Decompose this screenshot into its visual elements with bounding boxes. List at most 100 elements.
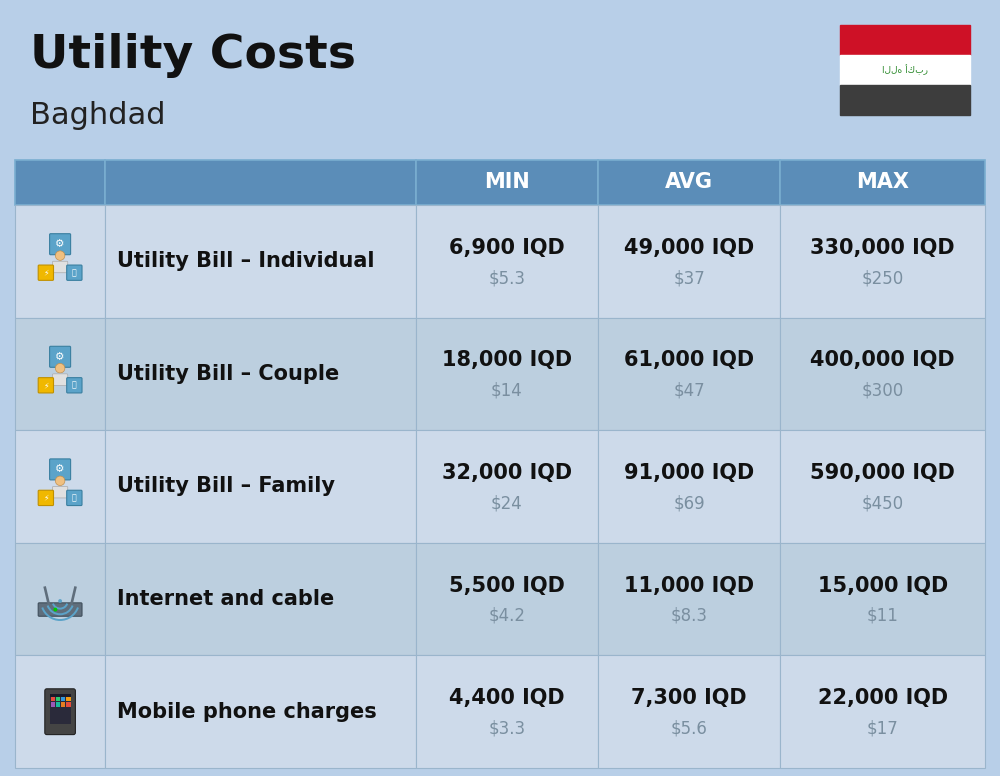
Text: 6,900 IQD: 6,900 IQD xyxy=(449,237,565,258)
Text: 💧: 💧 xyxy=(72,381,77,390)
Text: 91,000 IQD: 91,000 IQD xyxy=(624,463,754,483)
Text: 💧: 💧 xyxy=(72,494,77,502)
Text: $11: $11 xyxy=(867,607,899,625)
Bar xyxy=(56,702,60,707)
FancyBboxPatch shape xyxy=(52,374,68,386)
Text: 61,000 IQD: 61,000 IQD xyxy=(624,351,754,370)
Text: ⚡: ⚡ xyxy=(43,494,49,502)
Circle shape xyxy=(55,251,65,261)
Text: ⚡: ⚡ xyxy=(43,268,49,277)
Bar xyxy=(15,205,105,317)
Text: MIN: MIN xyxy=(484,172,530,192)
Text: Internet and cable: Internet and cable xyxy=(117,589,334,609)
Text: $300: $300 xyxy=(862,382,904,400)
Bar xyxy=(598,317,780,430)
Text: 32,000 IQD: 32,000 IQD xyxy=(442,463,572,483)
Bar xyxy=(51,697,55,702)
Bar xyxy=(416,656,598,768)
Text: $250: $250 xyxy=(862,269,904,287)
Bar xyxy=(780,317,985,430)
Bar xyxy=(51,702,55,707)
Text: 330,000 IQD: 330,000 IQD xyxy=(810,237,955,258)
FancyBboxPatch shape xyxy=(67,378,82,393)
Bar xyxy=(15,656,105,768)
Bar xyxy=(598,656,780,768)
Bar xyxy=(61,702,65,707)
Bar xyxy=(15,317,105,430)
Text: 15,000 IQD: 15,000 IQD xyxy=(818,576,948,596)
Text: Utility Bill – Family: Utility Bill – Family xyxy=(117,476,335,497)
Text: 4,400 IQD: 4,400 IQD xyxy=(449,688,565,708)
Bar xyxy=(15,430,105,542)
Text: AVG: AVG xyxy=(665,172,713,192)
Bar xyxy=(416,205,598,317)
Bar xyxy=(50,694,71,724)
Circle shape xyxy=(58,599,62,603)
Bar xyxy=(50,694,71,697)
Bar xyxy=(840,25,970,55)
Bar xyxy=(598,542,780,656)
Text: $3.3: $3.3 xyxy=(488,719,525,738)
FancyBboxPatch shape xyxy=(50,459,71,480)
Bar xyxy=(66,697,71,702)
Circle shape xyxy=(55,363,65,373)
Bar xyxy=(598,160,780,205)
Bar xyxy=(15,160,105,205)
Bar xyxy=(105,542,416,656)
Text: 49,000 IQD: 49,000 IQD xyxy=(624,237,754,258)
Text: $37: $37 xyxy=(673,269,705,287)
Text: $17: $17 xyxy=(867,719,899,738)
Text: ⚙: ⚙ xyxy=(55,352,65,362)
Text: $450: $450 xyxy=(862,494,904,512)
Bar xyxy=(598,430,780,542)
Text: 5,500 IQD: 5,500 IQD xyxy=(449,576,565,596)
Bar xyxy=(61,697,65,702)
Text: ⚙: ⚙ xyxy=(55,239,65,249)
FancyBboxPatch shape xyxy=(38,490,54,505)
FancyBboxPatch shape xyxy=(38,603,82,616)
Text: 590,000 IQD: 590,000 IQD xyxy=(810,463,955,483)
Text: $14: $14 xyxy=(491,382,523,400)
Bar xyxy=(416,430,598,542)
Bar xyxy=(105,656,416,768)
Circle shape xyxy=(55,476,65,486)
FancyBboxPatch shape xyxy=(50,346,71,367)
Circle shape xyxy=(53,608,57,611)
Text: Utility Bill – Individual: Utility Bill – Individual xyxy=(117,251,375,272)
Bar xyxy=(780,430,985,542)
Text: 22,000 IQD: 22,000 IQD xyxy=(818,688,948,708)
Bar xyxy=(780,205,985,317)
Bar xyxy=(66,702,71,707)
Bar xyxy=(105,160,416,205)
Bar xyxy=(56,697,60,702)
Text: $47: $47 xyxy=(673,382,705,400)
Text: $24: $24 xyxy=(491,494,523,512)
Text: $69: $69 xyxy=(673,494,705,512)
Bar xyxy=(416,160,598,205)
Text: Utility Bill – Couple: Utility Bill – Couple xyxy=(117,364,339,384)
Text: الله أكبر: الله أكبر xyxy=(882,64,928,75)
Text: 7,300 IQD: 7,300 IQD xyxy=(631,688,747,708)
Bar xyxy=(840,55,970,85)
Bar xyxy=(105,205,416,317)
Text: $8.3: $8.3 xyxy=(671,607,708,625)
Bar xyxy=(840,85,970,115)
Bar xyxy=(780,542,985,656)
Bar xyxy=(105,430,416,542)
Text: Mobile phone charges: Mobile phone charges xyxy=(117,702,377,722)
Bar xyxy=(598,205,780,317)
Text: MAX: MAX xyxy=(856,172,909,192)
FancyBboxPatch shape xyxy=(38,378,54,393)
Text: 11,000 IQD: 11,000 IQD xyxy=(624,576,754,596)
FancyBboxPatch shape xyxy=(67,265,82,280)
Text: $5.3: $5.3 xyxy=(488,269,525,287)
FancyBboxPatch shape xyxy=(52,487,68,498)
Bar xyxy=(780,656,985,768)
Bar xyxy=(15,542,105,656)
FancyBboxPatch shape xyxy=(67,490,82,505)
Text: $5.6: $5.6 xyxy=(671,719,708,738)
Text: Utility Costs: Utility Costs xyxy=(30,33,356,78)
Bar xyxy=(416,542,598,656)
FancyBboxPatch shape xyxy=(50,234,71,255)
Bar xyxy=(780,160,985,205)
